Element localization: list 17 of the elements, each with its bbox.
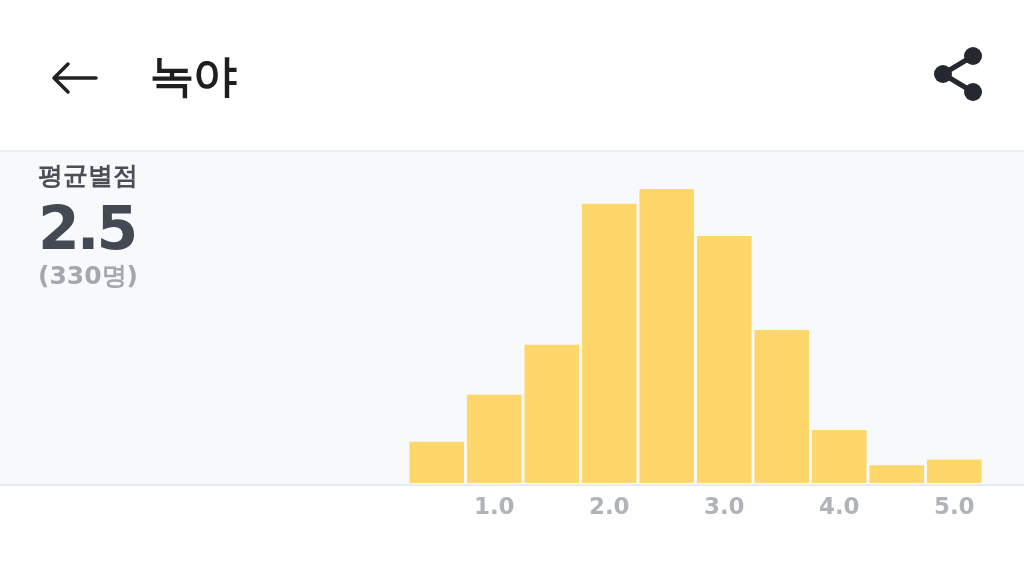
bar bbox=[524, 344, 580, 483]
x-tick-label: 5.0 bbox=[933, 492, 975, 519]
bar bbox=[811, 430, 867, 483]
x-tick-label: 3.0 bbox=[703, 492, 745, 519]
bar bbox=[926, 459, 982, 483]
bar bbox=[409, 441, 465, 483]
bar bbox=[581, 203, 637, 483]
text: 평균별점 bbox=[38, 160, 138, 192]
x-tick-label: 2.0 bbox=[588, 492, 630, 519]
x-tick-label: 1.0 bbox=[473, 492, 515, 519]
bar bbox=[754, 330, 810, 483]
bar bbox=[639, 189, 695, 483]
bar bbox=[869, 465, 925, 483]
bar bbox=[696, 236, 752, 483]
bar bbox=[466, 394, 522, 483]
chart-title: 녹야 bbox=[150, 49, 236, 103]
x-tick-label: 4.0 bbox=[818, 492, 860, 519]
